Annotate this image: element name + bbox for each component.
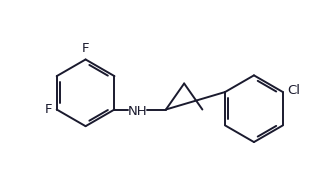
Text: NH: NH: [127, 105, 147, 118]
Text: Cl: Cl: [288, 84, 301, 97]
Text: F: F: [45, 103, 52, 116]
Text: F: F: [82, 42, 89, 55]
